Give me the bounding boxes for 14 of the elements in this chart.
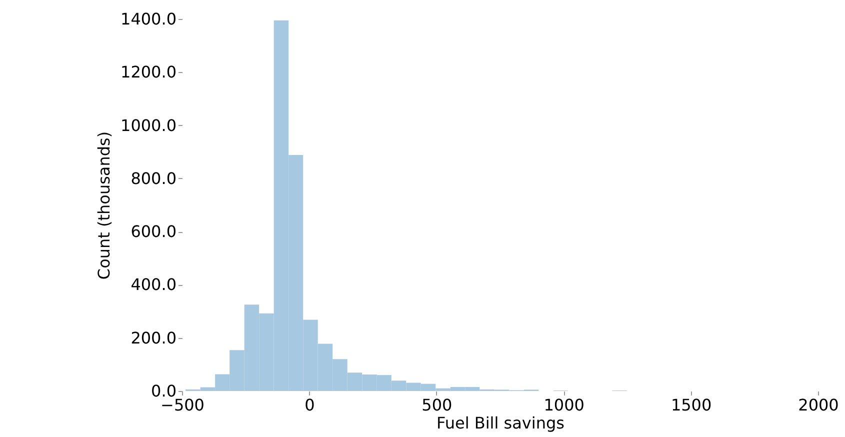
x-tick-label: 1000 [544,396,584,414]
y-tick-label: 1200.0 [120,62,176,82]
y-tick-label: 400.0 [130,275,176,294]
y-tick-label: 1400.0 [120,10,176,28]
y-axis-title: Count (thousands) [94,131,114,280]
y-tick-label: 1000.0 [120,116,176,135]
y-tick-label: 800.0 [130,168,176,188]
x-tick-label: 0 [304,396,315,414]
x-tick-label: 2000 [798,396,839,414]
x-axis-title: Fuel Bill savings [436,414,564,432]
y-tick-label: 600.0 [130,222,176,242]
x-tick-label: 1500 [670,396,712,414]
y-tick-label: 200.0 [130,328,176,348]
x-tick-label: 500 [422,396,452,414]
